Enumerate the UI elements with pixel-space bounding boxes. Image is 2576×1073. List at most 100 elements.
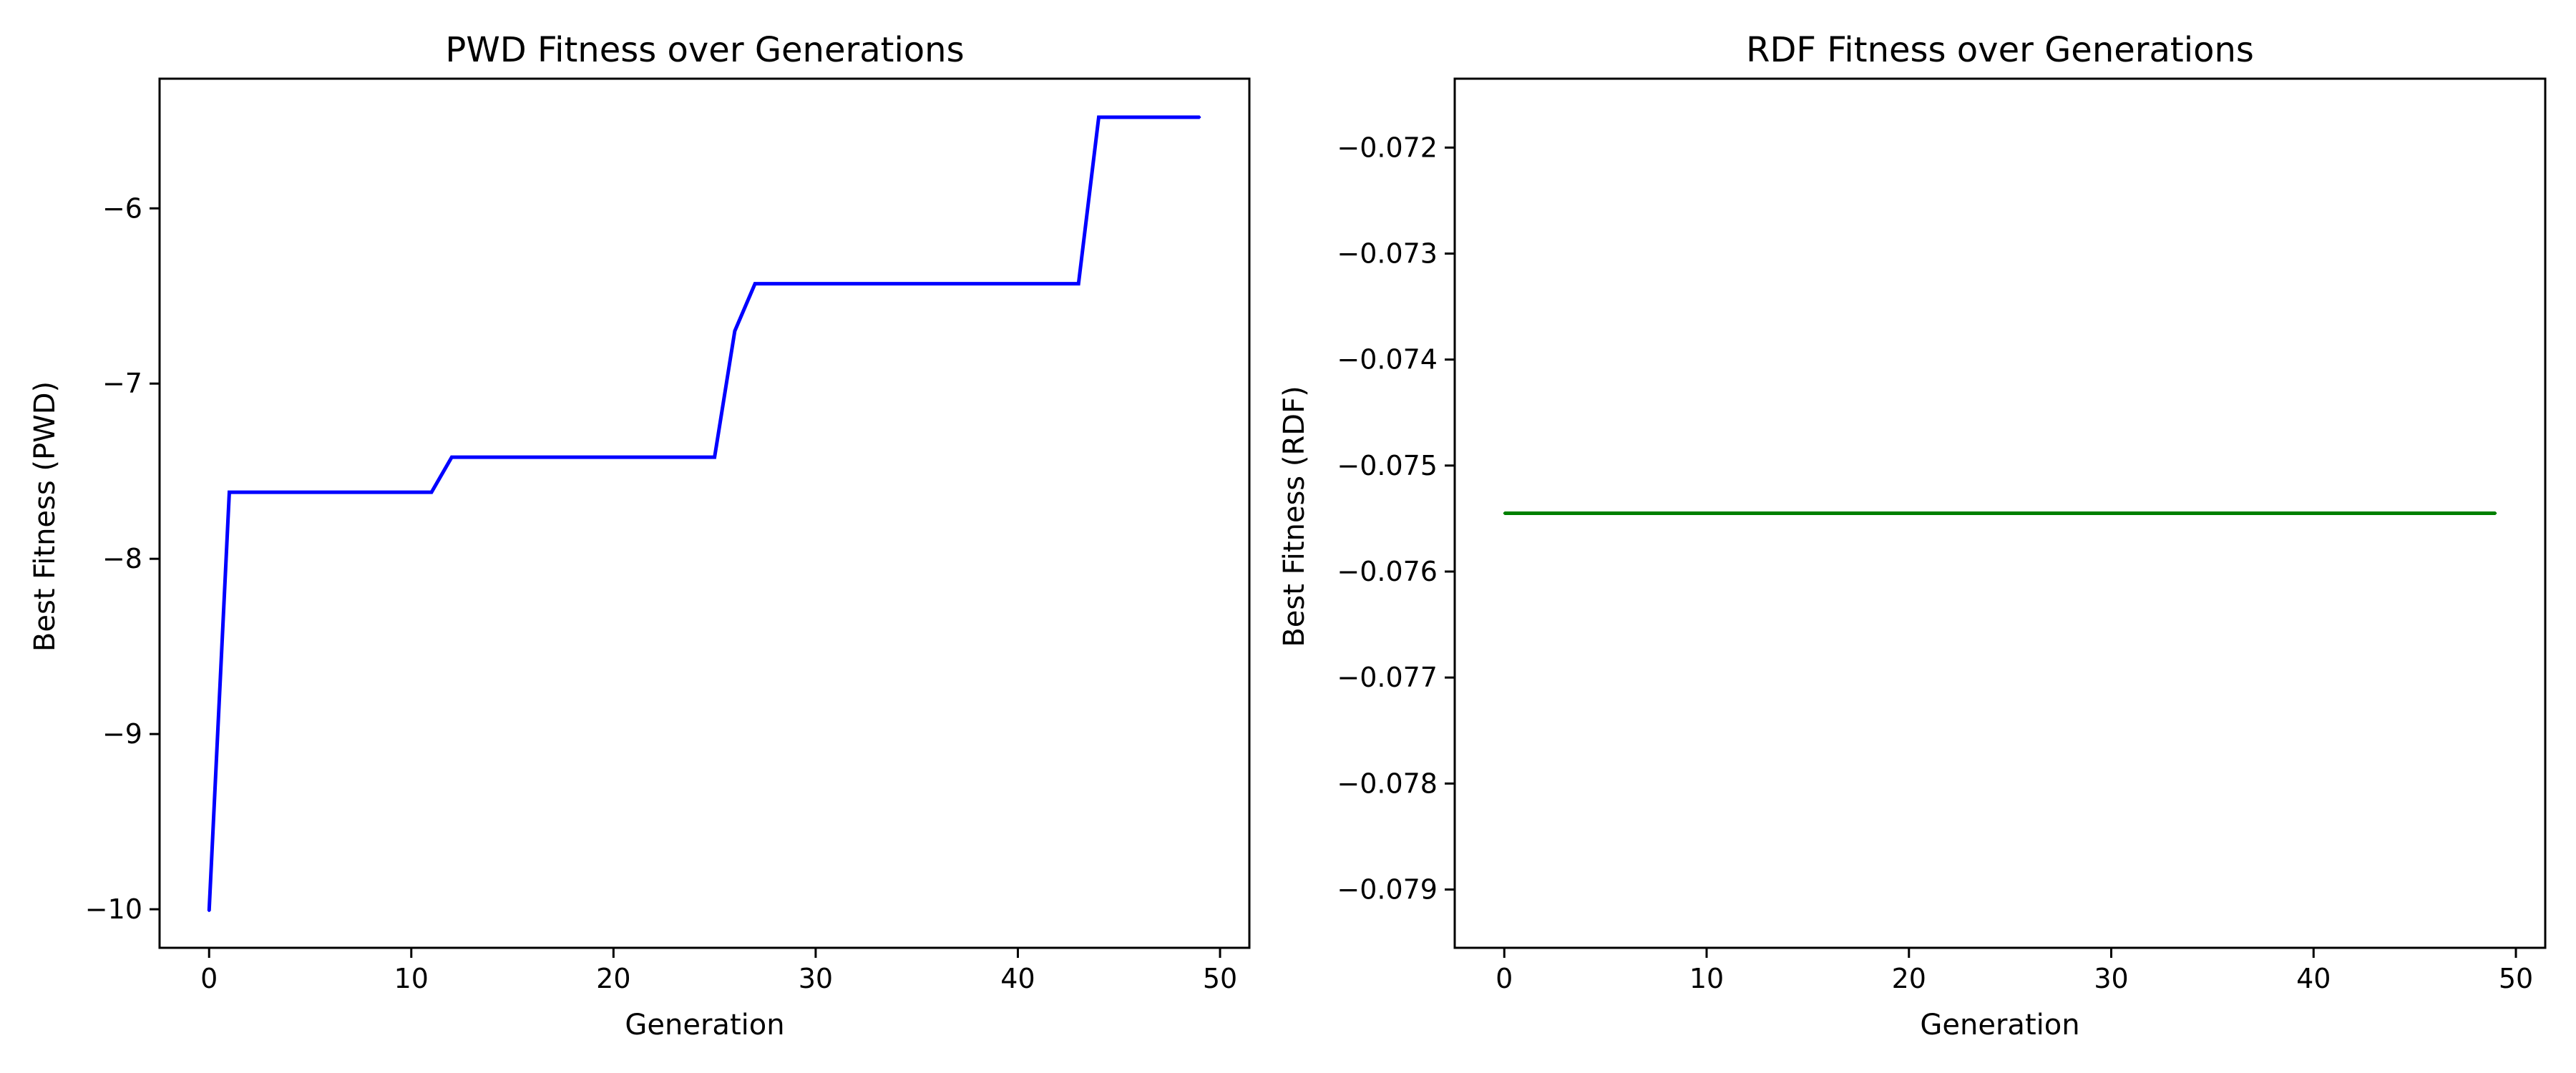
pwd-chart: PWD Fitness over Generations Generation …	[29, 30, 1251, 1042]
data-point	[2333, 512, 2336, 514]
y-tick-label: −0.078	[1337, 768, 1438, 799]
data-point	[2434, 512, 2436, 514]
data-point	[875, 283, 878, 285]
y-tick-label: −0.077	[1337, 662, 1438, 693]
data-point	[2353, 512, 2356, 514]
data-point	[2454, 512, 2457, 514]
y-tick-label: −9	[102, 718, 142, 750]
data-point	[733, 330, 736, 333]
y-tick-label: −10	[85, 893, 142, 925]
data-point	[592, 456, 595, 459]
data-point	[309, 491, 312, 494]
data-point	[1624, 512, 1627, 514]
y-tick-label: −0.073	[1337, 237, 1438, 269]
data-point	[1908, 512, 1911, 514]
data-point	[2251, 512, 2254, 514]
y-tick-label: −0.074	[1337, 344, 1438, 376]
data-point	[1138, 116, 1141, 119]
data-point	[2211, 512, 2214, 514]
data-point	[1867, 512, 1870, 514]
chart-title: PWD Fitness over Generations	[445, 30, 964, 70]
data-point	[2089, 512, 2092, 514]
y-tick-label: −0.079	[1337, 874, 1438, 906]
series-line	[207, 115, 1200, 911]
data-point	[1644, 512, 1647, 514]
data-point	[2474, 512, 2477, 514]
data-point	[753, 283, 756, 285]
data-point	[2009, 512, 2011, 514]
data-point	[1948, 512, 1951, 514]
y-tick-label: −0.076	[1337, 556, 1438, 587]
x-tick-label: 10	[394, 963, 429, 994]
data-point	[612, 456, 615, 459]
data-point	[834, 283, 837, 285]
x-tick-label: 50	[2499, 963, 2533, 994]
data-point	[915, 283, 918, 285]
data-point	[633, 456, 635, 459]
data-point	[1604, 512, 1607, 514]
x-tick-label: 10	[1689, 963, 1724, 994]
x-axis-label: Generation	[625, 1009, 784, 1042]
x-tick-label: 30	[799, 963, 833, 994]
data-point	[491, 456, 494, 459]
data-point	[1827, 512, 1830, 514]
data-point	[1503, 512, 1506, 514]
y-tick-label: −7	[102, 368, 142, 399]
y-tick-label: −8	[102, 543, 142, 574]
data-point	[1847, 512, 1850, 514]
data-point	[1179, 116, 1181, 119]
x-tick-label: 20	[596, 963, 630, 994]
data-point	[976, 283, 979, 285]
x-tick-label: 40	[1000, 963, 1035, 994]
x-tick-label: 20	[1892, 963, 1926, 994]
data-point	[2272, 512, 2275, 514]
data-point	[794, 283, 797, 285]
data-point	[450, 456, 453, 459]
data-point	[2170, 512, 2173, 514]
data-point	[208, 910, 210, 913]
y-tick-label: −0.075	[1337, 450, 1438, 481]
data-point	[996, 283, 999, 285]
y-tick-label: −6	[102, 192, 142, 224]
data-point	[2130, 512, 2133, 514]
data-point	[349, 491, 352, 494]
data-point	[2393, 512, 2396, 514]
data-point	[774, 283, 776, 285]
data-point	[1563, 512, 1566, 514]
rdf-chart: RDF Fitness over Generations Generation …	[1278, 30, 2547, 1042]
data-point	[1077, 283, 1080, 285]
data-point	[693, 456, 696, 459]
y-axis-label: Best Fitness (PWD)	[29, 381, 62, 652]
data-point	[471, 456, 474, 459]
series-layer	[1503, 511, 2497, 515]
data-point	[2414, 512, 2416, 514]
data-point	[1016, 283, 1019, 285]
data-point	[410, 491, 413, 494]
x-axis-label: Generation	[1920, 1009, 2079, 1042]
data-point	[1746, 512, 1749, 514]
data-point	[531, 456, 534, 459]
data-point	[895, 283, 898, 285]
tick-layer: 0 10 20 30 40 50 −10 −9 −8 −7 −6	[85, 192, 1237, 994]
data-point	[1887, 512, 1890, 514]
data-point	[511, 456, 514, 459]
data-point	[1199, 116, 1201, 119]
data-point	[956, 283, 959, 285]
x-tick-label: 50	[1203, 963, 1237, 994]
data-point	[2312, 512, 2315, 514]
plot-frame	[158, 77, 1251, 949]
data-point	[713, 456, 716, 459]
y-axis-label: Best Fitness (RDF)	[1278, 386, 1311, 647]
x-tick-label: 0	[1496, 963, 1513, 994]
x-tick-label: 30	[2094, 963, 2128, 994]
data-point	[1968, 512, 1971, 514]
data-point	[329, 491, 332, 494]
data-point	[390, 491, 393, 494]
chart-title: RDF Fitness over Generations	[1746, 30, 2254, 70]
data-point	[2191, 512, 2194, 514]
data-point	[2029, 512, 2031, 514]
data-point	[1705, 512, 1708, 514]
data-point	[1989, 512, 1991, 514]
